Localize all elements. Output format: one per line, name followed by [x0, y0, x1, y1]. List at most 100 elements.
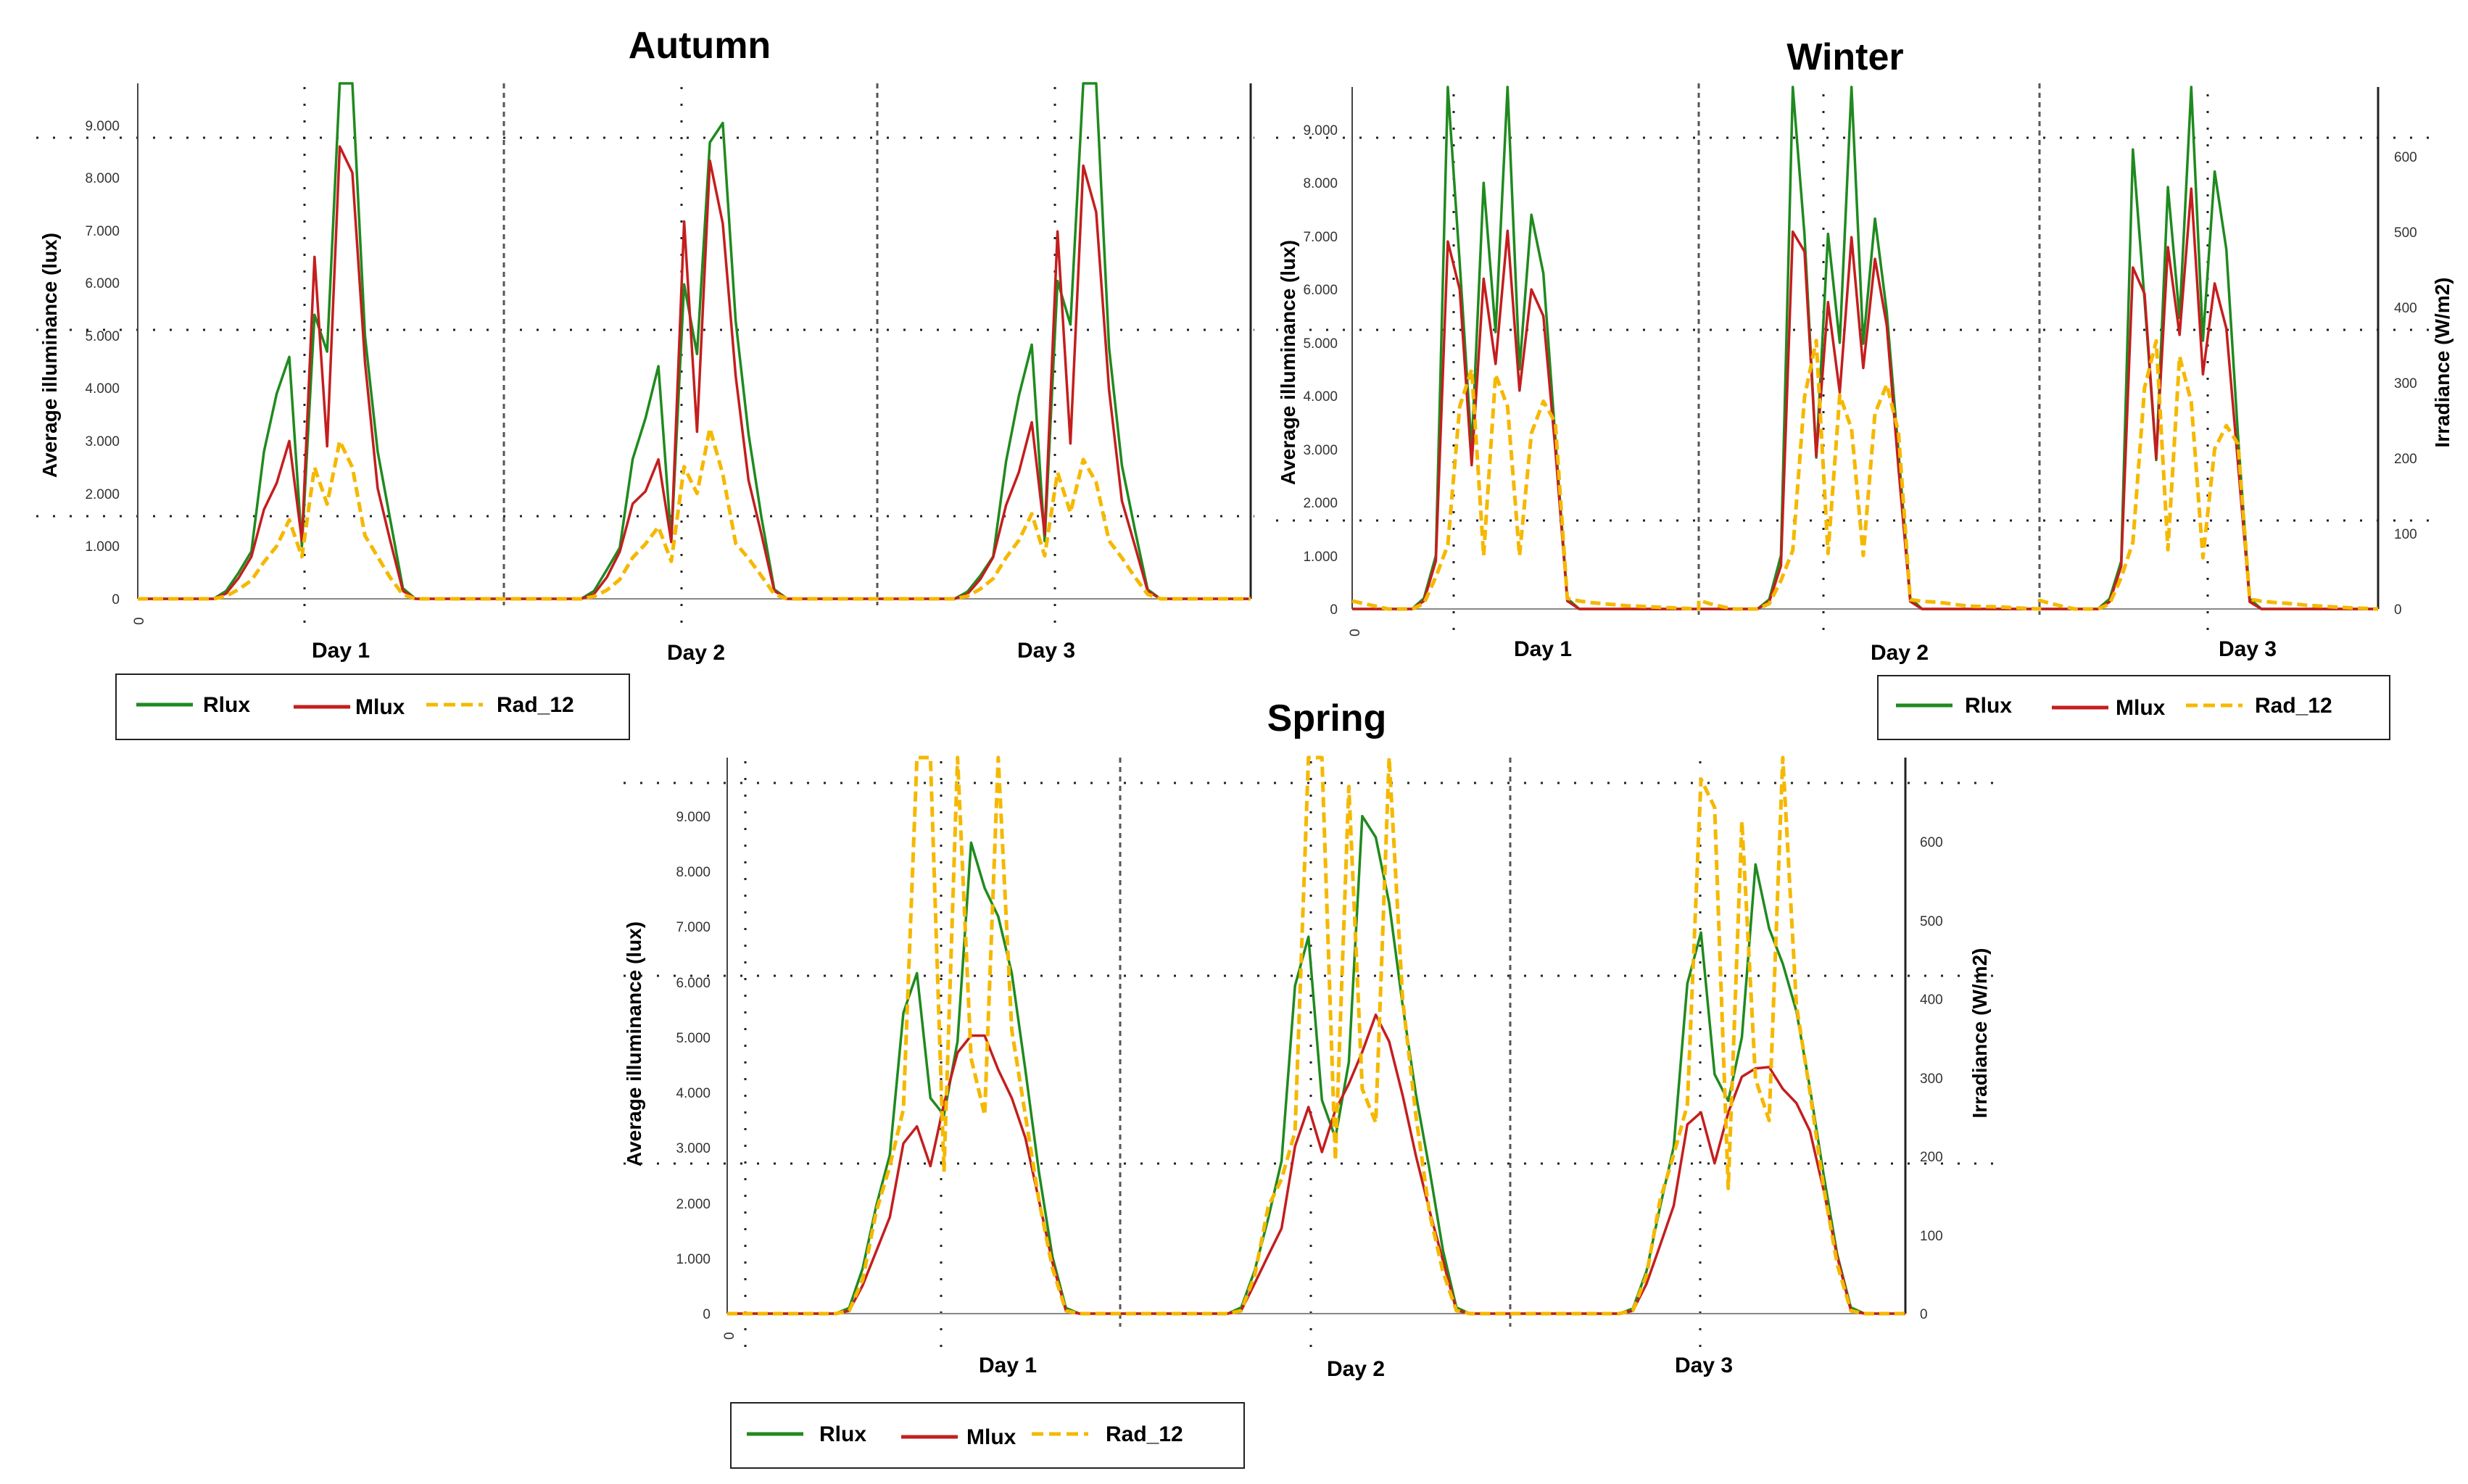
winter-series-rlux-line	[1352, 86, 2378, 610]
autumn-y-ticks: 0 1.000 2.000 3.000 4.000 5.000 6.000 7.…	[85, 119, 120, 608]
winter-legend-label-rlux: Rlux	[1965, 694, 2012, 718]
spring-ytick-7: 7.000	[676, 920, 711, 935]
winter-title: Winter	[1786, 36, 1903, 78]
autumn-day-label-1: Day 1	[312, 639, 370, 663]
spring-title: Spring	[1267, 697, 1387, 739]
winter-ytick-2: 2.000	[1303, 496, 1338, 511]
autumn-legend: Rlux Mlux Rad_12	[115, 673, 630, 740]
winter-ytick-7: 7.000	[1303, 230, 1338, 245]
autumn-ytick-9: 9.000	[85, 119, 120, 134]
spring-y2tick-1: 100	[1920, 1229, 1943, 1244]
winter-day-labels: Day 1 Day 2 Day 3	[1514, 637, 2277, 665]
spring-series-rad12-line	[727, 755, 1905, 1316]
autumn-day-label-3: Day 3	[1017, 639, 1075, 663]
winter-ytick-8: 8.000	[1303, 176, 1338, 191]
autumn-ytick-2: 2.000	[85, 487, 120, 502]
spring-ytick-8: 8.000	[676, 865, 711, 880]
winter-day-label-3: Day 3	[2219, 637, 2277, 661]
spring-day-labels: Day 1 Day 2 Day 3	[979, 1354, 1733, 1381]
autumn-ytick-8: 8.000	[85, 171, 120, 186]
spring-y2-ticks: 0 100 200 300 400 500 600	[1920, 835, 1943, 1322]
winter-ytick-9: 9.000	[1303, 123, 1338, 138]
spring-gridlines	[624, 761, 1994, 1348]
winter-series-mlux-line	[1352, 187, 2378, 610]
autumn-day-separators	[502, 83, 879, 605]
spring-legend-label-mlux: Mlux	[966, 1425, 1016, 1449]
spring-legend-label-rad12: Rad_12	[1106, 1422, 1183, 1446]
autumn-series-rad12-line	[138, 426, 1251, 601]
winter-ytick-5: 5.000	[1303, 336, 1338, 352]
spring-ytick-4: 4.000	[676, 1086, 711, 1101]
spring-legend-box	[730, 1402, 1245, 1469]
spring-y-ticks: 0 1.000 2.000 3.000 4.000 5.000 6.000 7.…	[676, 810, 711, 1322]
autumn-ytick-0: 0	[112, 592, 120, 608]
winter-y2tick-6: 600	[2394, 150, 2417, 165]
spring-day-label-1: Day 1	[979, 1354, 1037, 1377]
autumn-ytick-3: 3.000	[85, 434, 120, 449]
winter-y-axis-label: Average illuminance (lux)	[1277, 240, 1299, 485]
winter-legend-label-rad12: Rad_12	[2255, 694, 2332, 718]
autumn-title: Autumn	[629, 25, 771, 67]
autumn-gridlines	[36, 87, 1254, 634]
autumn-x-origin-label: 0	[132, 617, 147, 625]
winter-day-label-2: Day 2	[1871, 641, 1929, 665]
spring-day-label-3: Day 3	[1675, 1354, 1733, 1377]
winter-y2tick-3: 300	[2394, 376, 2417, 391]
winter-y2tick-4: 400	[2394, 301, 2417, 316]
winter-legend-box	[1877, 675, 2390, 740]
winter-ytick-3: 3.000	[1303, 443, 1338, 458]
spring-y2tick-4: 400	[1920, 992, 1943, 1008]
winter-panel: Winter Average illuminance (lux) Irradia…	[1276, 36, 2453, 740]
autumn-plot-area	[138, 82, 1251, 601]
spring-ytick-5: 5.000	[676, 1031, 711, 1046]
winter-ytick-0: 0	[1330, 602, 1338, 618]
winter-ytick-6: 6.000	[1303, 283, 1338, 298]
spring-series-rlux-line	[727, 815, 1905, 1315]
spring-y2tick-3: 300	[1920, 1071, 1943, 1087]
spring-legend-label-rlux: Rlux	[819, 1422, 866, 1446]
autumn-y-axis-label: Average illuminance (lux)	[38, 233, 61, 478]
winter-y2tick-5: 500	[2394, 225, 2417, 241]
autumn-day-labels: Day 1 Day 2 Day 3	[312, 639, 1075, 665]
spring-y2tick-6: 600	[1920, 835, 1943, 850]
spring-y-axis-label: Average illuminance (lux)	[623, 921, 645, 1166]
winter-y2tick-1: 100	[2394, 527, 2417, 542]
autumn-panel: Autumn Average illuminance (lux) 0 1.000…	[36, 25, 1254, 740]
spring-plot-area	[727, 755, 1905, 1316]
autumn-legend-label-rad12: Rad_12	[497, 693, 574, 717]
autumn-ytick-7: 7.000	[85, 224, 120, 239]
spring-day-label-2: Day 2	[1327, 1357, 1385, 1381]
spring-y2tick-2: 200	[1920, 1150, 1943, 1165]
winter-series-rad12-line	[1351, 339, 2379, 611]
winter-plot-area	[1351, 86, 2379, 611]
spring-y2-axis-label: Irradiance (W/m2)	[1968, 948, 1991, 1119]
autumn-series-mlux-line	[138, 145, 1251, 600]
autumn-ytick-6: 6.000	[85, 276, 120, 291]
autumn-legend-box	[115, 673, 630, 740]
winter-ytick-1: 1.000	[1303, 550, 1338, 565]
winter-x-origin-label: 0	[1348, 629, 1363, 637]
spring-ytick-6: 6.000	[676, 976, 711, 991]
winter-ytick-4: 4.000	[1303, 389, 1338, 405]
winter-day-label-1: Day 1	[1514, 637, 1572, 661]
spring-x-origin-label: 0	[722, 1332, 737, 1340]
spring-ytick-3: 3.000	[676, 1141, 711, 1156]
spring-ytick-2: 2.000	[676, 1197, 711, 1212]
autumn-legend-label-mlux: Mlux	[355, 695, 405, 719]
spring-panel: Spring Average illuminance (lux) Irradia…	[623, 697, 1994, 1469]
spring-ytick-0: 0	[703, 1307, 711, 1322]
autumn-ytick-4: 4.000	[85, 381, 120, 397]
autumn-ytick-1: 1.000	[85, 539, 120, 555]
winter-legend-label-mlux: Mlux	[2116, 696, 2166, 720]
autumn-day-label-2: Day 2	[667, 641, 725, 665]
spring-series-mlux-line	[727, 1013, 1905, 1315]
autumn-ytick-5: 5.000	[85, 329, 120, 344]
winter-y2tick-0: 0	[2394, 602, 2402, 618]
spring-y2tick-5: 500	[1920, 914, 1943, 929]
winter-y-ticks: 0 1.000 2.000 3.000 4.000 5.000 6.000 7.…	[1303, 123, 1338, 618]
winter-y2-ticks: 0 100 200 300 400 500 600	[2394, 150, 2417, 618]
winter-y2tick-2: 200	[2394, 452, 2417, 467]
spring-ytick-9: 9.000	[676, 810, 711, 825]
spring-day-separators	[1119, 758, 1512, 1327]
